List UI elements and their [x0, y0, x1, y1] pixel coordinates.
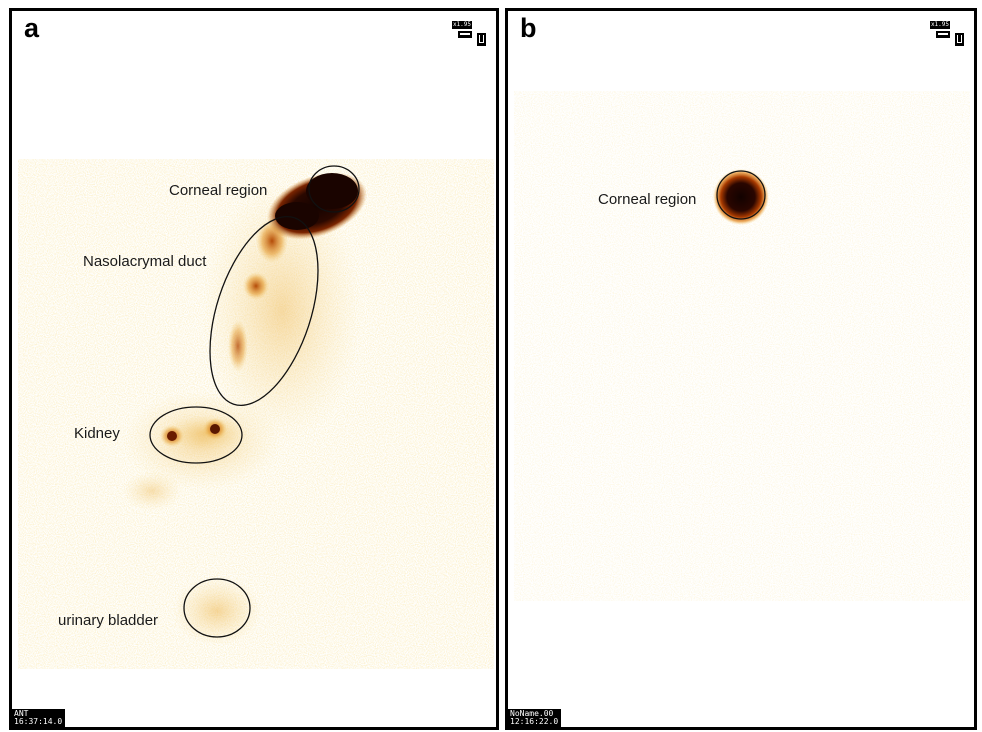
- panel-letter: a: [24, 13, 40, 43]
- arrow-icon: [458, 31, 472, 38]
- acquisition-stamp: NoName.00 12:16:22.0: [508, 709, 562, 727]
- duct-hotspot: [243, 272, 269, 300]
- label-corneal-region: Corneal region: [169, 182, 268, 199]
- label-kidney: Kidney: [74, 425, 120, 442]
- corneal-hotspot-b: [713, 169, 769, 225]
- roi-duct: [209, 216, 319, 406]
- roi-kidney: [149, 406, 243, 464]
- duct-hotspot: [228, 320, 248, 372]
- patient-orientation-icon: [477, 33, 486, 46]
- arrow-icon: [936, 31, 950, 38]
- scintigraphy-panel-a: a x1.95 Corneal region Nasolacrymal duct…: [9, 8, 499, 730]
- roi-corneal-a: [308, 165, 360, 213]
- panel-letter: b: [520, 13, 537, 43]
- label-urinary-bladder: urinary bladder: [58, 612, 159, 629]
- zoom-label: x1.95: [929, 21, 950, 29]
- roi-bladder: [183, 578, 251, 638]
- stamp-line-1: NoName.00: [510, 709, 554, 718]
- zoom-label: x1.95: [451, 21, 472, 29]
- label-corneal-region: Corneal region: [598, 191, 697, 208]
- scan-image-b: [514, 91, 970, 601]
- orientation-marker: x1.95: [451, 21, 486, 55]
- roi-corneal-b: [716, 170, 766, 220]
- background-activity-b: [514, 91, 970, 601]
- orientation-marker: x1.95: [929, 21, 964, 55]
- stamp-line-1: ANT: [14, 709, 29, 718]
- stamp-line-2: 16:37:14.0: [14, 717, 63, 726]
- label-nasolacrymal-duct: Nasolacrymal duct: [83, 253, 207, 270]
- patient-orientation-icon: [955, 33, 964, 46]
- acquisition-stamp: ANT 16:37:14.0: [12, 709, 66, 727]
- scintigraphy-panel-b: b x1.95 Corneal region NoName.00 12:16:2…: [505, 8, 977, 730]
- stamp-line-2: 12:16:22.0: [510, 717, 559, 726]
- scan-image-a: [18, 159, 494, 669]
